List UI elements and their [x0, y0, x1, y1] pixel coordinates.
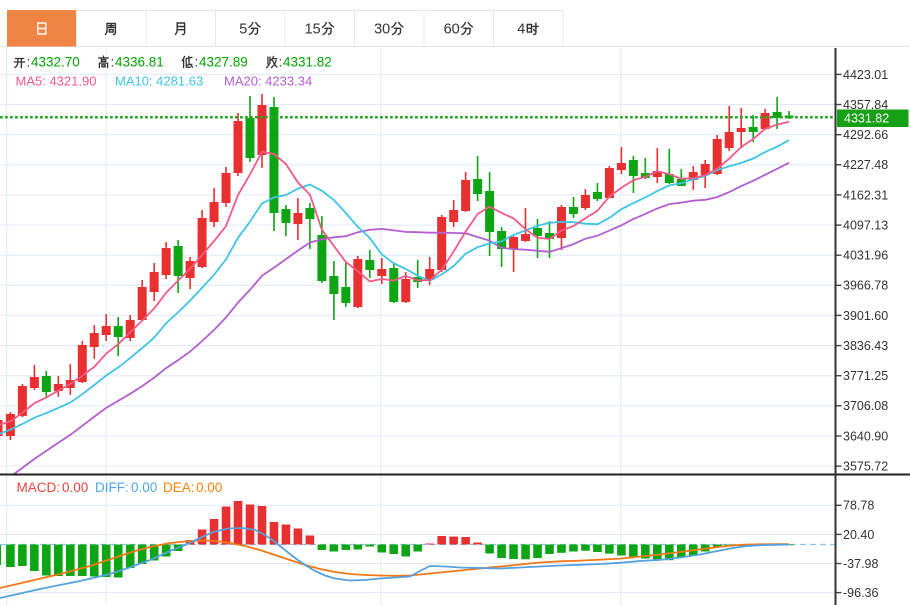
svg-text:4227.48: 4227.48 — [843, 158, 888, 172]
svg-text:4336.81: 4336.81 — [115, 55, 164, 70]
svg-text:4162.31: 4162.31 — [843, 188, 888, 202]
svg-text:3901.60: 3901.60 — [843, 309, 888, 323]
svg-text:20.40: 20.40 — [843, 528, 874, 542]
svg-text:-96.36: -96.36 — [843, 586, 878, 600]
svg-text:30: 30 — [374, 22, 390, 38]
svg-text:MA10: 4281.63: MA10: 4281.63 — [115, 74, 203, 89]
svg-text:0.00: 0.00 — [196, 480, 222, 495]
svg-text::: : — [195, 55, 199, 70]
svg-text:3640.90: 3640.90 — [843, 429, 888, 443]
svg-text:MACD:: MACD: — [17, 480, 61, 495]
svg-text:3575.72: 3575.72 — [843, 460, 888, 474]
svg-text:4292.66: 4292.66 — [843, 128, 888, 142]
svg-text:4423.01: 4423.01 — [843, 68, 888, 82]
svg-text:15: 15 — [305, 22, 321, 38]
svg-text::: : — [27, 55, 31, 70]
svg-text:4331.82: 4331.82 — [844, 112, 889, 126]
svg-text:4331.82: 4331.82 — [283, 55, 332, 70]
svg-text:5: 5 — [239, 22, 247, 38]
svg-text:3966.78: 3966.78 — [843, 279, 888, 293]
svg-text:DIFF:: DIFF: — [95, 480, 129, 495]
svg-text:4: 4 — [517, 22, 525, 38]
svg-text:-37.98: -37.98 — [843, 557, 878, 571]
svg-text:MA20: 4233.34: MA20: 4233.34 — [224, 74, 312, 89]
svg-text:60: 60 — [444, 22, 460, 38]
svg-text:0.00: 0.00 — [131, 480, 157, 495]
svg-text::: : — [111, 55, 115, 70]
svg-text:MA5: 4321.90: MA5: 4321.90 — [16, 74, 97, 89]
svg-text:4327.89: 4327.89 — [199, 55, 248, 70]
svg-text::: : — [279, 55, 283, 70]
svg-text:4357.84: 4357.84 — [843, 98, 888, 112]
svg-text:DEA:: DEA: — [163, 480, 195, 495]
svg-text:3836.43: 3836.43 — [843, 339, 888, 353]
svg-text:4332.70: 4332.70 — [31, 55, 80, 70]
svg-text:4031.96: 4031.96 — [843, 249, 888, 263]
svg-text:3771.25: 3771.25 — [843, 369, 888, 383]
svg-text:3706.08: 3706.08 — [843, 399, 888, 413]
svg-text:78.78: 78.78 — [843, 499, 874, 513]
svg-text:0.00: 0.00 — [62, 480, 88, 495]
svg-text:4097.13: 4097.13 — [843, 219, 888, 233]
